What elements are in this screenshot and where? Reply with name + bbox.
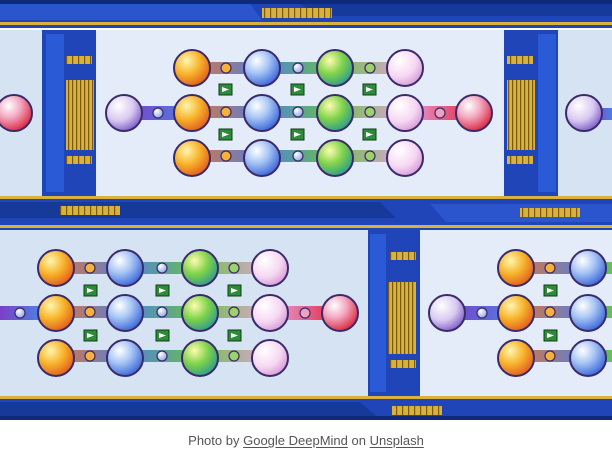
- illustration: [0, 0, 612, 420]
- author-link[interactable]: Google DeepMind: [243, 433, 348, 448]
- credit-prefix: Photo by: [188, 433, 240, 448]
- credit-joiner: on: [351, 433, 366, 448]
- photo-credit: Photo by Google DeepMind on Unsplash: [0, 432, 612, 450]
- unsplash-link[interactable]: Unsplash: [369, 433, 424, 448]
